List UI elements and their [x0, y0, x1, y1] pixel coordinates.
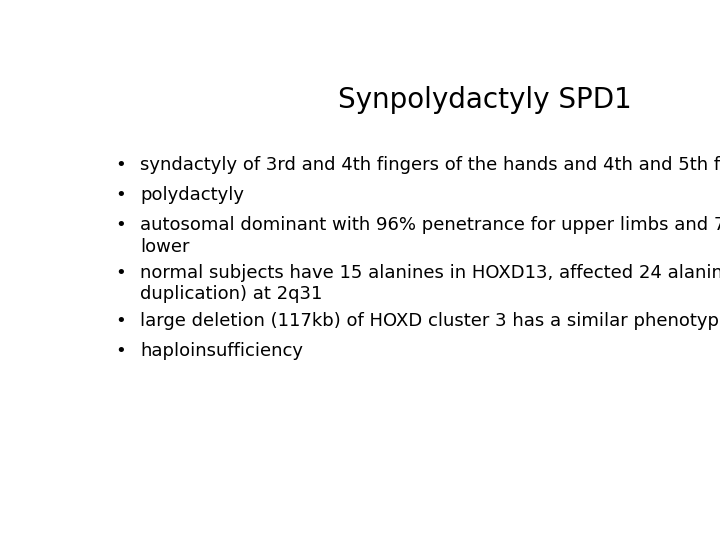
Text: •: •: [115, 264, 126, 282]
Text: polydactyly: polydactyly: [140, 186, 244, 204]
Text: •: •: [115, 156, 126, 174]
Text: •: •: [115, 312, 126, 330]
Text: autosomal dominant with 96% penetrance for upper limbs and 70% for
lower: autosomal dominant with 96% penetrance f…: [140, 216, 720, 255]
Text: haploinsufficiency: haploinsufficiency: [140, 342, 303, 360]
Text: large deletion (117kb) of HOXD cluster 3 has a similar phenotype: large deletion (117kb) of HOXD cluster 3…: [140, 312, 720, 330]
Text: •: •: [115, 342, 126, 360]
Text: •: •: [115, 216, 126, 234]
Text: Synpolydactyly SPD1: Synpolydactyly SPD1: [338, 85, 631, 113]
Text: normal subjects have 15 alanines in HOXD13, affected 24 alanines (27bp-
duplicat: normal subjects have 15 alanines in HOXD…: [140, 264, 720, 303]
Text: syndactyly of 3rd and 4th fingers of the hands and 4th and 5th finger of foot: syndactyly of 3rd and 4th fingers of the…: [140, 156, 720, 174]
Text: •: •: [115, 186, 126, 204]
